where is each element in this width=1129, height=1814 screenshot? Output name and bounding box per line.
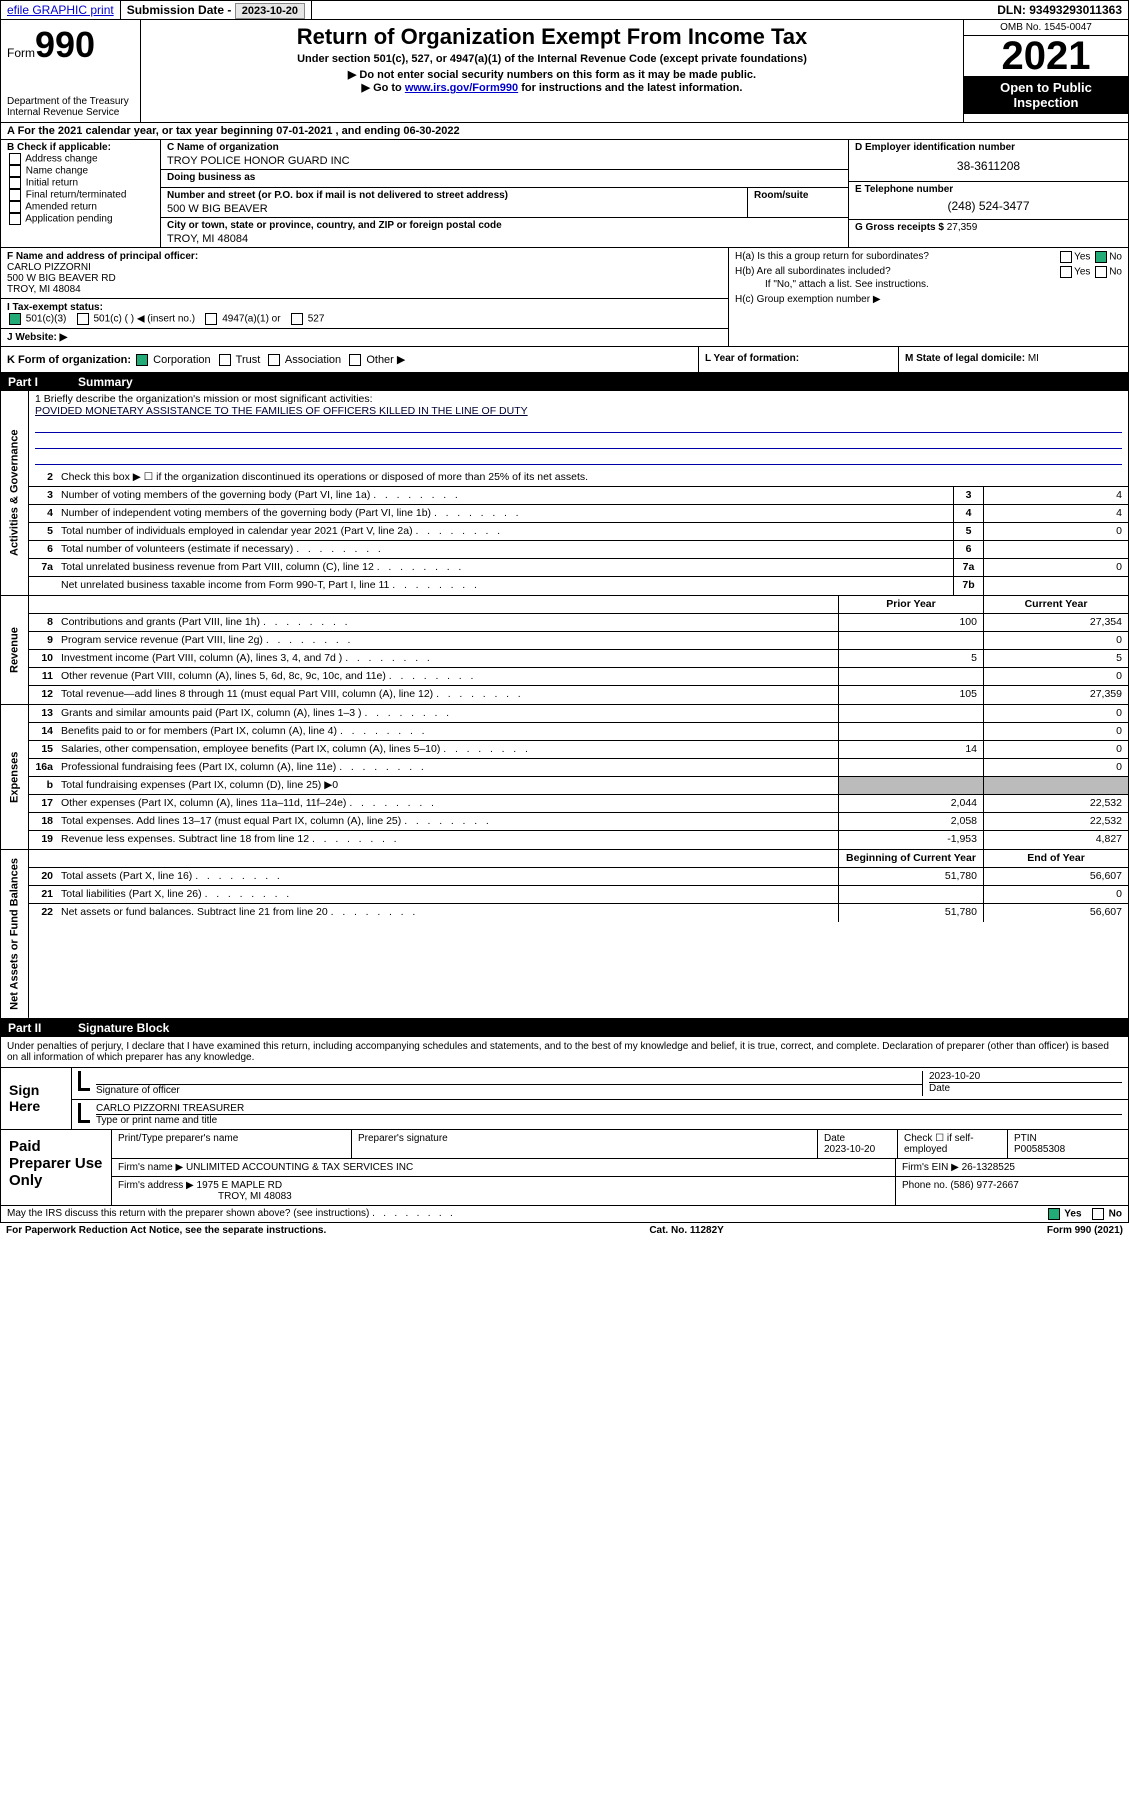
block-fijh: F Name and address of principal officer:…	[0, 248, 1129, 347]
summary-row: 19Revenue less expenses. Subtract line 1…	[29, 831, 1128, 849]
efile-link[interactable]: efile GRAPHIC print	[1, 1, 121, 19]
summary-row: 8Contributions and grants (Part VIII, li…	[29, 614, 1128, 632]
row-i-status: I Tax-exempt status: 501(c)(3) 501(c) ( …	[1, 299, 728, 329]
top-bar: efile GRAPHIC print Submission Date - 20…	[0, 0, 1129, 20]
row-klm: K Form of organization: Corporation Trus…	[0, 347, 1129, 373]
summary-row: 21Total liabilities (Part X, line 26) 0	[29, 886, 1128, 904]
summary-row: 18Total expenses. Add lines 13–17 (must …	[29, 813, 1128, 831]
dln: DLN: 93493293011363	[991, 1, 1128, 19]
col-c-org: C Name of organization TROY POLICE HONOR…	[161, 140, 848, 247]
footer: For Paperwork Reduction Act Notice, see …	[0, 1223, 1129, 1238]
col-headers-net: Beginning of Current Year End of Year	[29, 850, 1128, 868]
summary-row: 2Check this box ▶ ☐ if the organization …	[29, 469, 1128, 487]
summary-row: 6Total number of volunteers (estimate if…	[29, 541, 1128, 559]
section-net-assets: Net Assets or Fund Balances Beginning of…	[0, 850, 1129, 1019]
summary-row: 10Investment income (Part VIII, column (…	[29, 650, 1128, 668]
form-header: Form990 Department of the Treasury Inter…	[0, 20, 1129, 123]
header-left: Form990 Department of the Treasury Inter…	[1, 20, 141, 122]
summary-row: Net unrelated business taxable income fr…	[29, 577, 1128, 595]
summary-row: 11Other revenue (Part VIII, column (A), …	[29, 668, 1128, 686]
col-de: D Employer identification number 38-3611…	[848, 140, 1128, 247]
summary-row: 15Salaries, other compensation, employee…	[29, 741, 1128, 759]
part1-header: Part I Summary	[0, 373, 1129, 391]
summary-row: 5Total number of individuals employed in…	[29, 523, 1128, 541]
paid-preparer: Paid Preparer Use Only Print/Type prepar…	[0, 1130, 1129, 1206]
section-governance: Activities & Governance 1 Briefly descri…	[0, 391, 1129, 596]
summary-row: 12Total revenue—add lines 8 through 11 (…	[29, 686, 1128, 704]
summary-row: 14Benefits paid to or for members (Part …	[29, 723, 1128, 741]
summary-row: 3Number of voting members of the governi…	[29, 487, 1128, 505]
header-title: Return of Organization Exempt From Incom…	[141, 20, 963, 122]
mission: 1 Briefly describe the organization's mi…	[29, 391, 1128, 469]
row-j-website: J Website: ▶	[1, 329, 728, 346]
summary-row: 4Number of independent voting members of…	[29, 505, 1128, 523]
sign-here: Sign Here Signature of officer 2023-10-2…	[0, 1068, 1129, 1130]
irs-discuss: May the IRS discuss this return with the…	[0, 1206, 1129, 1223]
summary-row: 20Total assets (Part X, line 16) 51,7805…	[29, 868, 1128, 886]
row-f-officer: F Name and address of principal officer:…	[1, 248, 728, 299]
col-h-group: H(a) Is this a group return for subordin…	[728, 248, 1128, 346]
summary-row: 22Net assets or fund balances. Subtract …	[29, 904, 1128, 922]
summary-row: 9Program service revenue (Part VIII, lin…	[29, 632, 1128, 650]
section-revenue: Revenue Prior Year Current Year 8Contrib…	[0, 596, 1129, 705]
summary-row: 13Grants and similar amounts paid (Part …	[29, 705, 1128, 723]
summary-row: bTotal fundraising expenses (Part IX, co…	[29, 777, 1128, 795]
arrow-icon	[78, 1103, 90, 1123]
col-headers-rev: Prior Year Current Year	[29, 596, 1128, 614]
summary-row: 17Other expenses (Part IX, column (A), l…	[29, 795, 1128, 813]
sig-declaration: Under penalties of perjury, I declare th…	[0, 1037, 1129, 1068]
irs-link[interactable]: www.irs.gov/Form990	[405, 82, 518, 94]
row-a-tax-year: A For the 2021 calendar year, or tax yea…	[0, 123, 1129, 140]
col-b-checkboxes: B Check if applicable: Address change Na…	[1, 140, 161, 247]
block-identity: B Check if applicable: Address change Na…	[0, 140, 1129, 248]
summary-row: 16aProfessional fundraising fees (Part I…	[29, 759, 1128, 777]
submission-date: Submission Date - 2023-10-20	[121, 1, 312, 19]
arrow-icon	[78, 1071, 90, 1091]
section-expenses: Expenses 13Grants and similar amounts pa…	[0, 705, 1129, 850]
header-right: OMB No. 1545-0047 2021 Open to Public In…	[963, 20, 1128, 122]
part2-header: Part II Signature Block	[0, 1019, 1129, 1037]
summary-row: 7aTotal unrelated business revenue from …	[29, 559, 1128, 577]
